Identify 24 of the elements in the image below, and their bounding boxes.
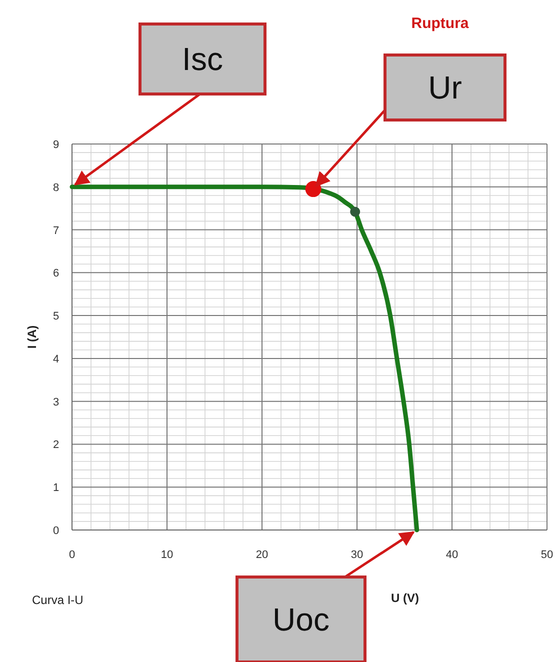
x-tick-label: 0 xyxy=(68,549,76,561)
y-tick-label: 1 xyxy=(52,482,60,494)
line-series xyxy=(70,184,420,532)
x-tick-label: 40 xyxy=(446,549,458,561)
y-axis-title: I (A) xyxy=(25,325,39,349)
annotation: Uoc xyxy=(272,602,330,638)
x-tick-label: 10 xyxy=(160,549,174,561)
annotation: Isc xyxy=(182,41,223,77)
y-tick-label: 7 xyxy=(52,224,60,237)
y-tick-label: 0 xyxy=(52,525,60,537)
y-tick-label: 9 xyxy=(52,139,60,151)
text: Curva I-U xyxy=(32,593,84,607)
y-tick-label: 3 xyxy=(52,396,60,408)
y-tick-label: 2 xyxy=(52,439,60,452)
y-tick-label: 8 xyxy=(52,182,60,194)
text: Ruptura xyxy=(411,15,470,32)
x-axis-title: U (V) xyxy=(391,591,419,605)
x-tick-label: 30 xyxy=(350,549,364,561)
y-tick-label: 4 xyxy=(52,353,60,366)
y-tick-label: 6 xyxy=(52,268,60,280)
annotation: Ur xyxy=(428,70,462,106)
x-tick-label: 50 xyxy=(540,549,554,561)
x-tick-label: 20 xyxy=(256,549,268,561)
y-tick-label: 5 xyxy=(52,310,60,323)
